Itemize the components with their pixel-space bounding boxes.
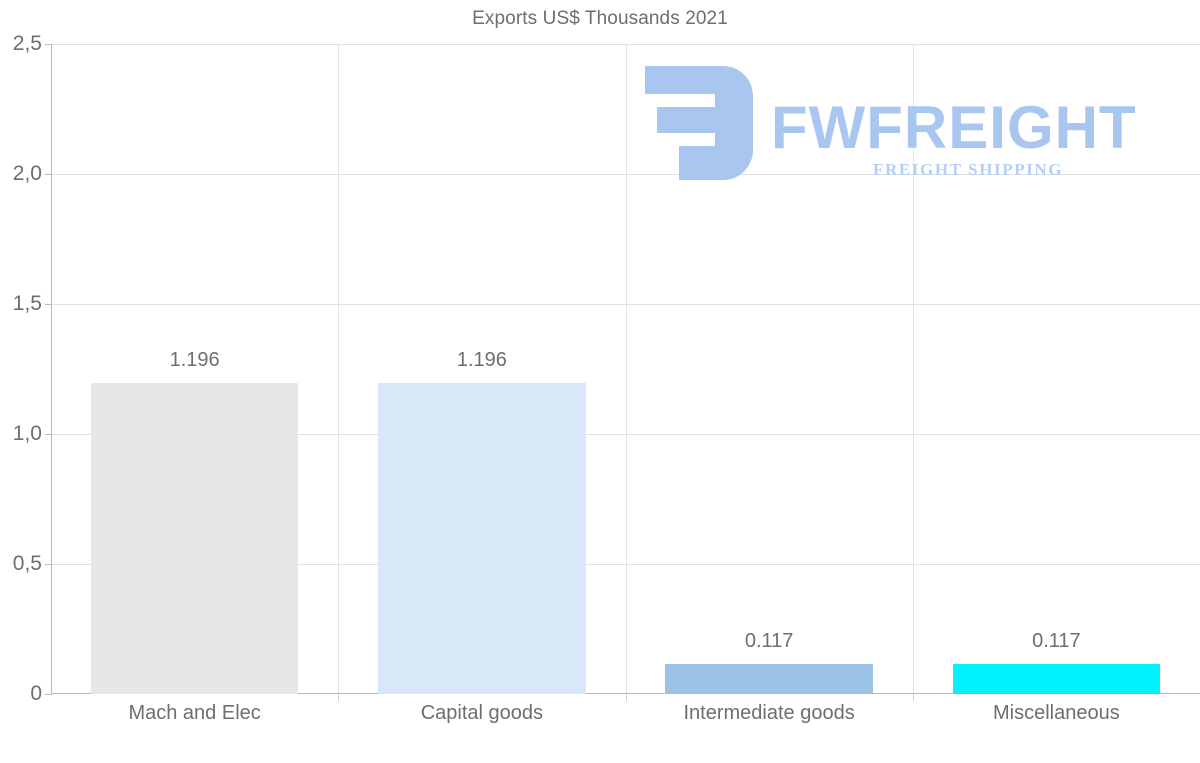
x-axis-baseline [51,693,1200,694]
y-axis-tick-mark [45,564,51,565]
y-axis-tick-mark [45,44,51,45]
plot-area: 1.196 1.196 0.117 0.117 [45,44,1200,695]
bar-value-label: 1.196 [456,349,507,372]
bar-value-label: 0.117 [744,629,794,652]
bar[interactable] [952,663,1161,694]
x-axis-tick-mark [912,694,914,701]
gridline-vertical [912,44,914,694]
chart-title: Exports US$ Thousands 2021 [472,8,728,29]
x-axis-tick-label: Capital goods [420,702,544,724]
x-axis-tick-label: Intermediate goods [683,702,855,724]
y-axis-line [51,44,52,695]
y-axis-tick-label: 2,5 [12,32,42,55]
y-axis-tick-mark [45,304,51,305]
bar[interactable] [665,663,873,694]
bar[interactable] [378,383,586,694]
x-axis-tick-mark [338,694,340,701]
gridline-vertical [625,44,627,694]
y-axis-tick-mark [45,434,51,435]
gridline-vertical [338,44,340,694]
y-axis-tick-label: 2,0 [12,162,42,185]
y-axis-tick-label: 1,0 [12,422,42,445]
y-axis-tick-label: 1,5 [12,292,42,315]
y-axis-tick-mark [45,174,51,175]
x-axis-tick-label: Miscellaneous [993,702,1120,724]
x-axis-tick-label: Mach and Elec [128,702,261,724]
x-axis-tick-mark [625,694,627,701]
bar-value-label: 1.196 [169,349,220,372]
bar-value-label: 0.117 [1032,629,1081,652]
bar[interactable] [90,383,299,694]
y-axis-tick-label: 0,5 [12,552,42,575]
y-axis-tick-label: 0 [30,682,42,705]
y-axis-tick-mark [45,694,51,695]
